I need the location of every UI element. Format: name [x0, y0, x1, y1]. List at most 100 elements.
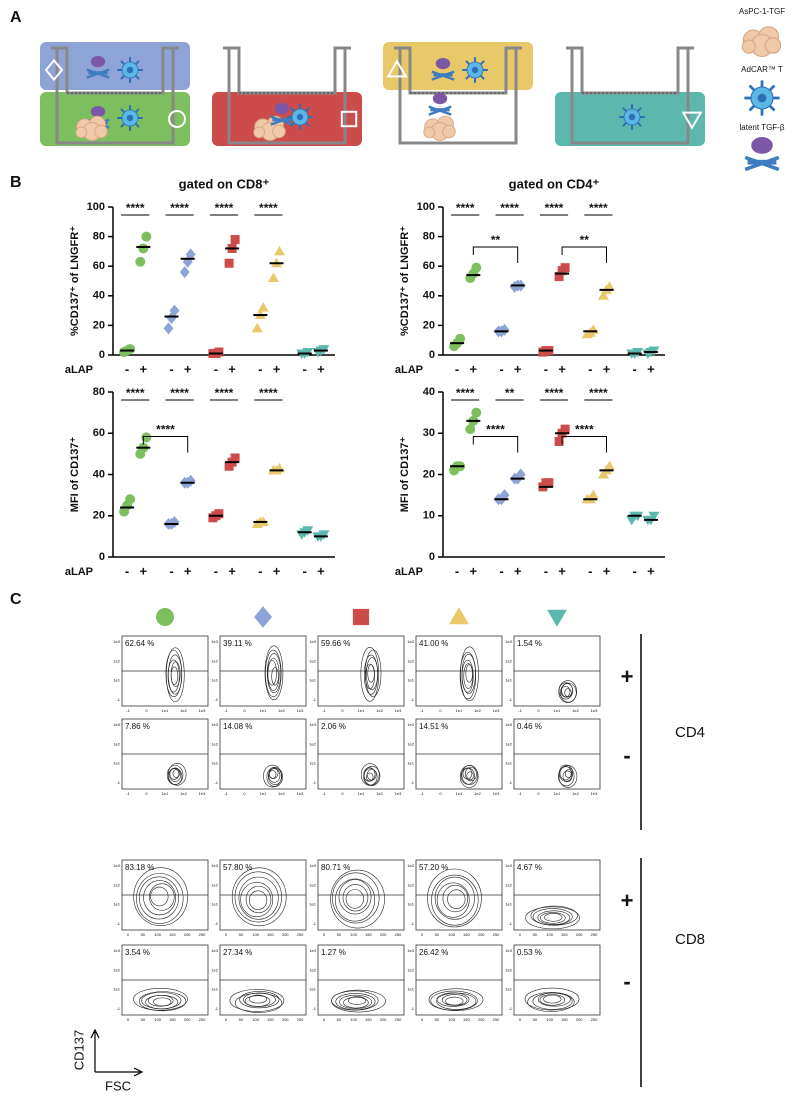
tgf-part [432, 93, 448, 105]
x-tick-label: - [633, 563, 637, 578]
x-tick-label: - [455, 563, 459, 578]
significance-label: ** [505, 386, 515, 400]
flow-y-tick: -1 [312, 921, 316, 926]
flow-x-tick: 150 [463, 932, 470, 937]
flow-x-tick: 50 [435, 1017, 440, 1022]
flow-y-tick: 1e2 [407, 741, 414, 746]
contour [365, 772, 374, 782]
flow-y-tick: 1e1 [407, 761, 414, 766]
sign-label: + [621, 888, 634, 913]
sign-label: + [621, 664, 634, 689]
flow-x-tick: 0 [421, 1017, 424, 1022]
group-label: CD8 [675, 931, 705, 948]
flow-y-tick: -1 [312, 780, 316, 785]
flow-y-tick: -1 [214, 921, 218, 926]
percentage: 2.06 % [321, 722, 346, 731]
x-tick-label: + [317, 563, 325, 578]
flow-y-tick: 1e1 [407, 987, 414, 992]
flow-y-tick: -1 [508, 1006, 512, 1011]
tumor-icon [75, 115, 108, 141]
percentage: 80.71 % [321, 863, 350, 872]
x-tick-label: - [588, 361, 592, 376]
flow-x-tick: 1e3 [591, 708, 598, 713]
flow-x-tick: 1e3 [297, 791, 304, 796]
data-point [499, 489, 510, 502]
y-tick-label: 10 [423, 510, 435, 522]
flow-y-tick: -1 [410, 780, 414, 785]
flow-x-tick: 250 [493, 1017, 500, 1022]
contour [267, 658, 280, 691]
flow-x-tick: 1e1 [554, 791, 561, 796]
contour [133, 988, 188, 1011]
contour [234, 871, 282, 923]
tcell-receptor [479, 74, 485, 80]
tcell-receptor [120, 60, 126, 66]
contour [133, 867, 188, 927]
significance-bracket [561, 246, 607, 263]
flow-x-tick: 1e3 [297, 708, 304, 713]
condition-marker [547, 609, 567, 627]
flow-x-tick: 150 [169, 1017, 176, 1022]
flow-y-tick: 1e1 [113, 987, 120, 992]
flow-x-tick: 150 [463, 1017, 470, 1022]
flow-x-tick: 0 [127, 932, 130, 937]
condition-marker [254, 606, 272, 628]
contour [540, 912, 566, 924]
y-tick-label: 100 [87, 201, 105, 213]
x-tick-label: + [184, 563, 192, 578]
tcell-receptor [304, 121, 310, 127]
flow-y-tick: 1e3 [113, 722, 120, 727]
x-tick-label: + [228, 361, 236, 376]
flow-x-tick: 0 [243, 708, 246, 713]
flow-x-tick: 0 [243, 791, 246, 796]
contour [466, 771, 474, 781]
flow-x-tick: 1e2 [474, 791, 481, 796]
flow-x-tick: 0 [439, 708, 442, 713]
significance-label: **** [126, 386, 145, 400]
contour [264, 645, 284, 701]
tumor-lobe [94, 124, 108, 139]
contour [564, 769, 573, 778]
x-tick-label: - [214, 563, 218, 578]
flow-x-tick: 0 [145, 791, 148, 796]
contour [263, 764, 282, 788]
flow-y-tick: 1e2 [505, 967, 512, 972]
percentage: 7.86 % [125, 722, 150, 731]
significance-label: **** [589, 386, 608, 400]
contour [558, 680, 578, 703]
significance-label: **** [170, 386, 189, 400]
tgf-part [272, 118, 292, 122]
flow-x-tick: -1 [420, 708, 424, 713]
contour [268, 768, 281, 783]
significance-label: **** [545, 201, 564, 215]
contour [149, 883, 175, 911]
tcell-icon [462, 57, 488, 83]
flow-x-tick: 200 [380, 1017, 387, 1022]
contour [461, 764, 478, 785]
contour [539, 994, 566, 1006]
contour [436, 992, 470, 1007]
contour [436, 882, 470, 918]
panel-label: C [10, 591, 22, 608]
flow-y-tick: 1e1 [309, 902, 316, 907]
flow-x-tick: 0 [341, 791, 344, 796]
significance-label: **** [156, 423, 175, 437]
tgf-part [88, 71, 108, 75]
percentage: 57.80 % [223, 863, 252, 872]
flow-y-tick: 1e2 [309, 741, 316, 746]
flow-x-tick: 1e3 [493, 708, 500, 713]
data-point [471, 407, 482, 418]
tcell-icon [287, 104, 313, 130]
tumor-lobe [423, 126, 436, 139]
contour [169, 768, 180, 780]
well-outer [227, 48, 347, 145]
flow-y-tick: 1e1 [407, 902, 414, 907]
percentage: 39.11 % [223, 639, 252, 648]
flow-y-tick: 1e3 [407, 722, 414, 727]
well-outer [570, 48, 690, 145]
y-tick-label: 100 [417, 201, 435, 213]
significance-label: **** [456, 201, 475, 215]
data-point [560, 424, 570, 434]
flow-x-tick: 150 [267, 932, 274, 937]
tcell-receptor [622, 121, 628, 127]
